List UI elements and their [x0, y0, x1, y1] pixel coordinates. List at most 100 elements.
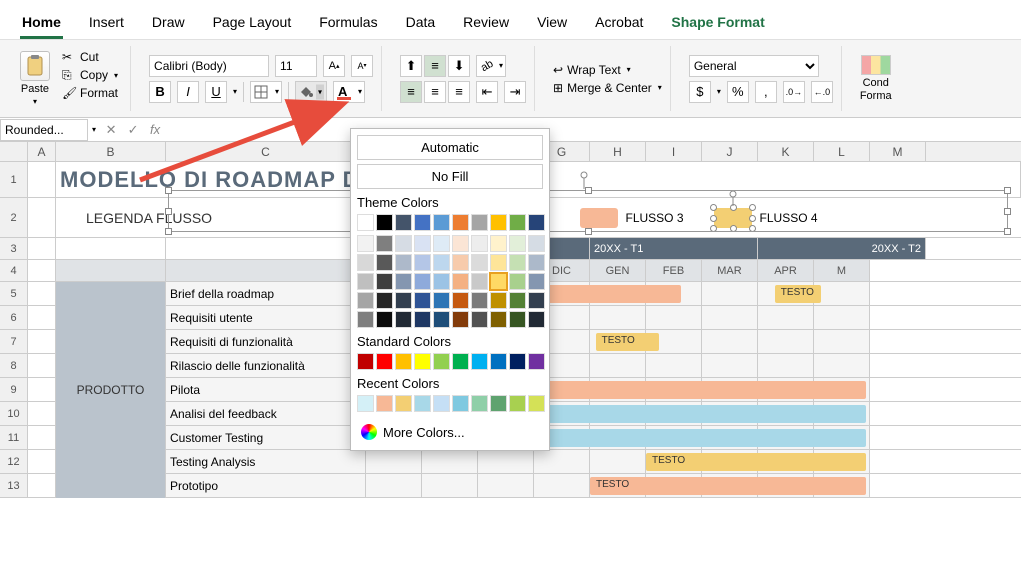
color-swatch[interactable]: [376, 311, 393, 328]
align-center-button[interactable]: ≡: [424, 81, 446, 103]
color-swatch[interactable]: [433, 353, 450, 370]
color-swatch[interactable]: [509, 292, 526, 309]
task-cell[interactable]: Customer Testing: [166, 426, 366, 449]
row-header-6[interactable]: 6: [0, 306, 28, 329]
row-header-12[interactable]: 12: [0, 450, 28, 473]
color-swatch[interactable]: [471, 311, 488, 328]
gantt-bar[interactable]: TESTO: [590, 477, 866, 495]
font-color-button[interactable]: A▾: [333, 81, 365, 103]
color-swatch[interactable]: [490, 273, 507, 290]
tab-acrobat[interactable]: Acrobat: [593, 8, 645, 39]
no-fill-button[interactable]: No Fill: [357, 164, 543, 189]
color-swatch[interactable]: [490, 311, 507, 328]
row-header-4[interactable]: 4: [0, 260, 28, 281]
color-swatch[interactable]: [414, 214, 431, 231]
col-header-C[interactable]: C: [166, 142, 366, 161]
color-swatch[interactable]: [452, 254, 469, 271]
number-format-select[interactable]: General: [689, 55, 819, 77]
row-header-7[interactable]: 7: [0, 330, 28, 353]
color-swatch[interactable]: [414, 395, 431, 412]
fill-color-button[interactable]: ▾: [295, 81, 327, 103]
col-header-B[interactable]: B: [56, 142, 166, 161]
color-swatch[interactable]: [452, 353, 469, 370]
color-swatch[interactable]: [528, 395, 545, 412]
row-header-2[interactable]: 2: [0, 198, 28, 237]
color-swatch[interactable]: [471, 214, 488, 231]
paste-button[interactable]: Paste ▾: [18, 49, 52, 108]
color-swatch[interactable]: [433, 292, 450, 309]
color-swatch[interactable]: [433, 395, 450, 412]
color-swatch[interactable]: [414, 292, 431, 309]
automatic-color-button[interactable]: Automatic: [357, 135, 543, 160]
cut-button[interactable]: ✂Cut: [58, 49, 122, 65]
row-header-11[interactable]: 11: [0, 426, 28, 449]
color-swatch[interactable]: [433, 273, 450, 290]
cancel-button[interactable]: ✕: [100, 119, 122, 141]
color-swatch[interactable]: [490, 235, 507, 252]
col-header-I[interactable]: I: [646, 142, 702, 161]
color-swatch[interactable]: [395, 273, 412, 290]
row-header-9[interactable]: 9: [0, 378, 28, 401]
color-swatch[interactable]: [471, 353, 488, 370]
color-swatch[interactable]: [452, 214, 469, 231]
gantt-bar[interactable]: TESTO: [775, 285, 821, 303]
color-swatch[interactable]: [357, 273, 374, 290]
task-cell[interactable]: Requisiti di funzionalità: [166, 330, 366, 353]
color-swatch[interactable]: [490, 214, 507, 231]
task-cell[interactable]: Rilascio delle funzionalità: [166, 354, 366, 377]
col-header-H[interactable]: H: [590, 142, 646, 161]
increase-decimal-button[interactable]: .0→: [783, 81, 805, 103]
color-swatch[interactable]: [452, 292, 469, 309]
align-left-button[interactable]: ≡: [400, 81, 422, 103]
color-swatch[interactable]: [528, 292, 545, 309]
align-right-button[interactable]: ≡: [448, 81, 470, 103]
color-swatch[interactable]: [490, 254, 507, 271]
color-swatch[interactable]: [357, 254, 374, 271]
col-header-J[interactable]: J: [702, 142, 758, 161]
color-swatch[interactable]: [433, 254, 450, 271]
select-all-corner[interactable]: [0, 142, 28, 161]
color-swatch[interactable]: [357, 292, 374, 309]
color-swatch[interactable]: [509, 395, 526, 412]
tab-page-layout[interactable]: Page Layout: [211, 8, 294, 39]
tab-formulas[interactable]: Formulas: [317, 8, 379, 39]
conditional-formatting-button[interactable]: Cond Forma: [860, 55, 892, 101]
color-swatch[interactable]: [414, 254, 431, 271]
color-swatch[interactable]: [509, 214, 526, 231]
gantt-bar[interactable]: TESTO: [646, 453, 866, 471]
col-header-L[interactable]: L: [814, 142, 870, 161]
row-header-13[interactable]: 13: [0, 474, 28, 497]
copy-button[interactable]: ⎘Copy▾: [58, 67, 122, 83]
decrease-indent-button[interactable]: ⇤: [476, 81, 498, 103]
align-middle-button[interactable]: ≡: [424, 55, 446, 77]
row-header-5[interactable]: 5: [0, 282, 28, 305]
color-swatch[interactable]: [471, 395, 488, 412]
format-painter-button[interactable]: 🖌Format: [58, 85, 122, 101]
color-swatch[interactable]: [452, 235, 469, 252]
color-swatch[interactable]: [376, 395, 393, 412]
color-swatch[interactable]: [357, 235, 374, 252]
color-swatch[interactable]: [414, 235, 431, 252]
color-swatch[interactable]: [528, 235, 545, 252]
tab-view[interactable]: View: [535, 8, 569, 39]
row-header-8[interactable]: 8: [0, 354, 28, 377]
borders-button[interactable]: ▾: [250, 81, 282, 103]
decrease-font-button[interactable]: A▾: [351, 55, 373, 77]
task-cell[interactable]: Pilota: [166, 378, 366, 401]
color-swatch[interactable]: [376, 292, 393, 309]
color-swatch[interactable]: [433, 311, 450, 328]
color-swatch[interactable]: [433, 235, 450, 252]
color-swatch[interactable]: [357, 214, 374, 231]
col-header-K[interactable]: K: [758, 142, 814, 161]
task-cell[interactable]: Requisiti utente: [166, 306, 366, 329]
color-swatch[interactable]: [471, 235, 488, 252]
name-box[interactable]: [0, 119, 88, 141]
color-swatch[interactable]: [357, 353, 374, 370]
color-swatch[interactable]: [357, 311, 374, 328]
col-header-M[interactable]: M: [870, 142, 926, 161]
color-swatch[interactable]: [395, 395, 412, 412]
tab-review[interactable]: Review: [461, 8, 511, 39]
decrease-decimal-button[interactable]: ←.0: [811, 81, 833, 103]
color-swatch[interactable]: [490, 292, 507, 309]
tab-draw[interactable]: Draw: [150, 8, 187, 39]
